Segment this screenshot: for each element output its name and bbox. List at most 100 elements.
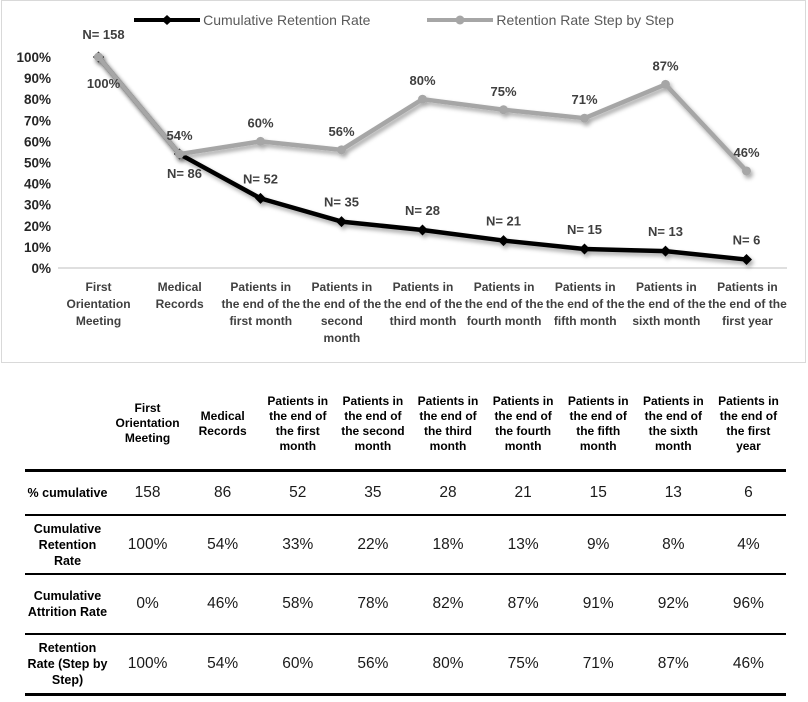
value-cell: 13% [485,514,561,574]
data-point-label: 46% [733,145,759,160]
data-point-label: N= 28 [405,203,440,218]
value-cell: 96% [710,573,786,634]
data-point-marker-circle-icon [256,136,265,146]
data-point-marker-circle-icon [742,166,751,176]
data-point-marker-diamond-icon [498,235,509,247]
value-cell: 52 [289,483,307,501]
x-axis-labels: First Orientation Meeting Medical Records… [58,279,788,347]
legend-item: Cumulative Retention Rate [133,12,370,28]
data-point-marker-circle-icon [337,145,346,155]
data-point-label: N= 158 [82,27,124,42]
x-category-label: Patients in the end of the fifth month [545,280,625,328]
data-point-label: N= 15 [567,222,602,237]
value-cell: 21 [514,483,532,501]
value-cell: 86 [214,483,232,501]
value-cell: 8% [635,514,711,574]
data-point-marker-diamond-icon [417,224,428,236]
value-cell: 100% [110,514,186,574]
value-cell: 80% [410,633,486,694]
y-tick-label: 20% [24,219,51,234]
header-cell: Patients in the end of the third month [410,379,486,472]
row-label-cell: Cumulative Attrition Rate [25,573,110,634]
x-category-label: Patients in the end of the third month [383,280,463,328]
value-cell: 87% [635,633,711,694]
data-point-label: N= 13 [648,224,683,239]
header-cell: Patients in the end of the fourth month [485,379,561,472]
x-category-label: Patients in the end of the sixth month [626,280,706,328]
data-point-marker-diamond-icon [741,254,752,266]
data-point-label: N= 21 [486,214,521,229]
table-row: Cumulative Retention Rate 100% 54% 33% 22% 18… [25,514,786,574]
data-point-label: 75% [490,84,516,99]
retention-line-chart: 100% 90% 80% 70% 60% 50% 40% 30% 20% 10% 0% N= 158 N… [16,27,787,276]
data-point-marker-circle-icon [499,105,508,115]
value-cell: 18% [410,514,486,574]
value-cell: 0% [110,573,186,634]
value-cell: 92% [635,573,711,634]
data-point-marker-diamond-icon [336,216,347,228]
y-tick-label: 50% [24,156,51,171]
data-point-label: 100% [87,76,121,91]
value-cell: 60% [260,633,336,694]
legend-swatch-diamond-icon [134,15,201,25]
legend-swatch-circle-icon [427,15,494,25]
header-cell: Patients in the end of the sixth month [635,379,711,472]
legend-item: Retention Rate Step by Step [426,12,674,28]
value-cell: 46% [710,633,786,694]
legend-label: Retention Rate Step by Step [496,12,674,28]
chart-legend: Cumulative Retention Rate Retention Rate … [2,12,805,28]
y-tick-label: 60% [24,134,51,149]
value-cell: 58% [260,573,336,634]
data-point-label: N= 52 [243,171,278,186]
chart-panel: Cumulative Retention Rate Retention Rate … [1,0,806,363]
value-cell: 33% [260,514,336,574]
value-cell: 35 [364,483,382,501]
data-point-label: N= 35 [324,195,359,210]
row-label-cell: Retention Rate (Step by Step) [25,633,110,694]
value-cell: 87% [485,573,561,634]
header-cell: Patients in the end of the fifth month [560,379,636,472]
table-header-row: First Orientation Meeting Medical Records… [25,379,786,472]
data-point-marker-circle-icon [94,52,103,62]
value-cell: 13 [664,483,682,501]
y-tick-label: 80% [24,92,51,107]
header-cell: Patients in the end of the first month [260,379,336,472]
x-category-label: Patients in the end of the second month [302,280,382,345]
y-tick-label: 10% [24,240,51,255]
x-category-label: Patients in the end of the first year [708,280,787,328]
data-point-marker-circle-icon [580,113,589,123]
row-label-cell: Cumulative Retention Rate [25,514,110,574]
y-tick-label: 30% [24,198,51,213]
value-cell: 28 [439,483,457,501]
data-point-label: 54% [166,128,192,143]
data-point-marker-diamond-icon [660,245,671,257]
data-point-label: N= 6 [733,233,761,248]
data-point-marker-diamond-icon [579,243,590,255]
value-cell: 78% [335,573,411,634]
legend-label: Cumulative Retention Rate [203,12,371,28]
header-cell: Patients in the end of the first year [710,379,786,472]
data-point-label: 56% [328,124,354,139]
x-category-label: Patients in the end of the fourth month [464,280,544,328]
y-tick-label: 40% [24,177,51,192]
data-point-label: 87% [652,58,678,73]
value-cell: 82% [410,573,486,634]
data-point-marker-circle-icon [175,149,184,159]
table-row: Retention Rate (Step by Step) 100% 54% 60% 5… [25,633,786,694]
data-point-label: 80% [409,73,435,88]
value-cell: 9% [560,514,636,574]
value-cell: 75% [485,633,561,694]
data-point-marker-diamond-icon [255,192,266,204]
x-category-label: Patients in the end of the first month [221,280,301,328]
y-tick-label: 0% [31,261,51,276]
row-label-cell: % cumulative [27,485,108,500]
y-tick-label: 100% [16,50,51,65]
value-cell: 100% [110,633,186,694]
y-tick-label: 70% [24,113,51,128]
value-cell: 56% [335,633,411,694]
data-point-label: 71% [571,92,597,107]
data-point-label: 60% [247,115,273,130]
value-cell: 54% [185,633,261,694]
y-tick-label: 90% [24,71,51,86]
table-row: % cumulative 158 86 52 35 28 21 15 13 6 [25,470,786,515]
